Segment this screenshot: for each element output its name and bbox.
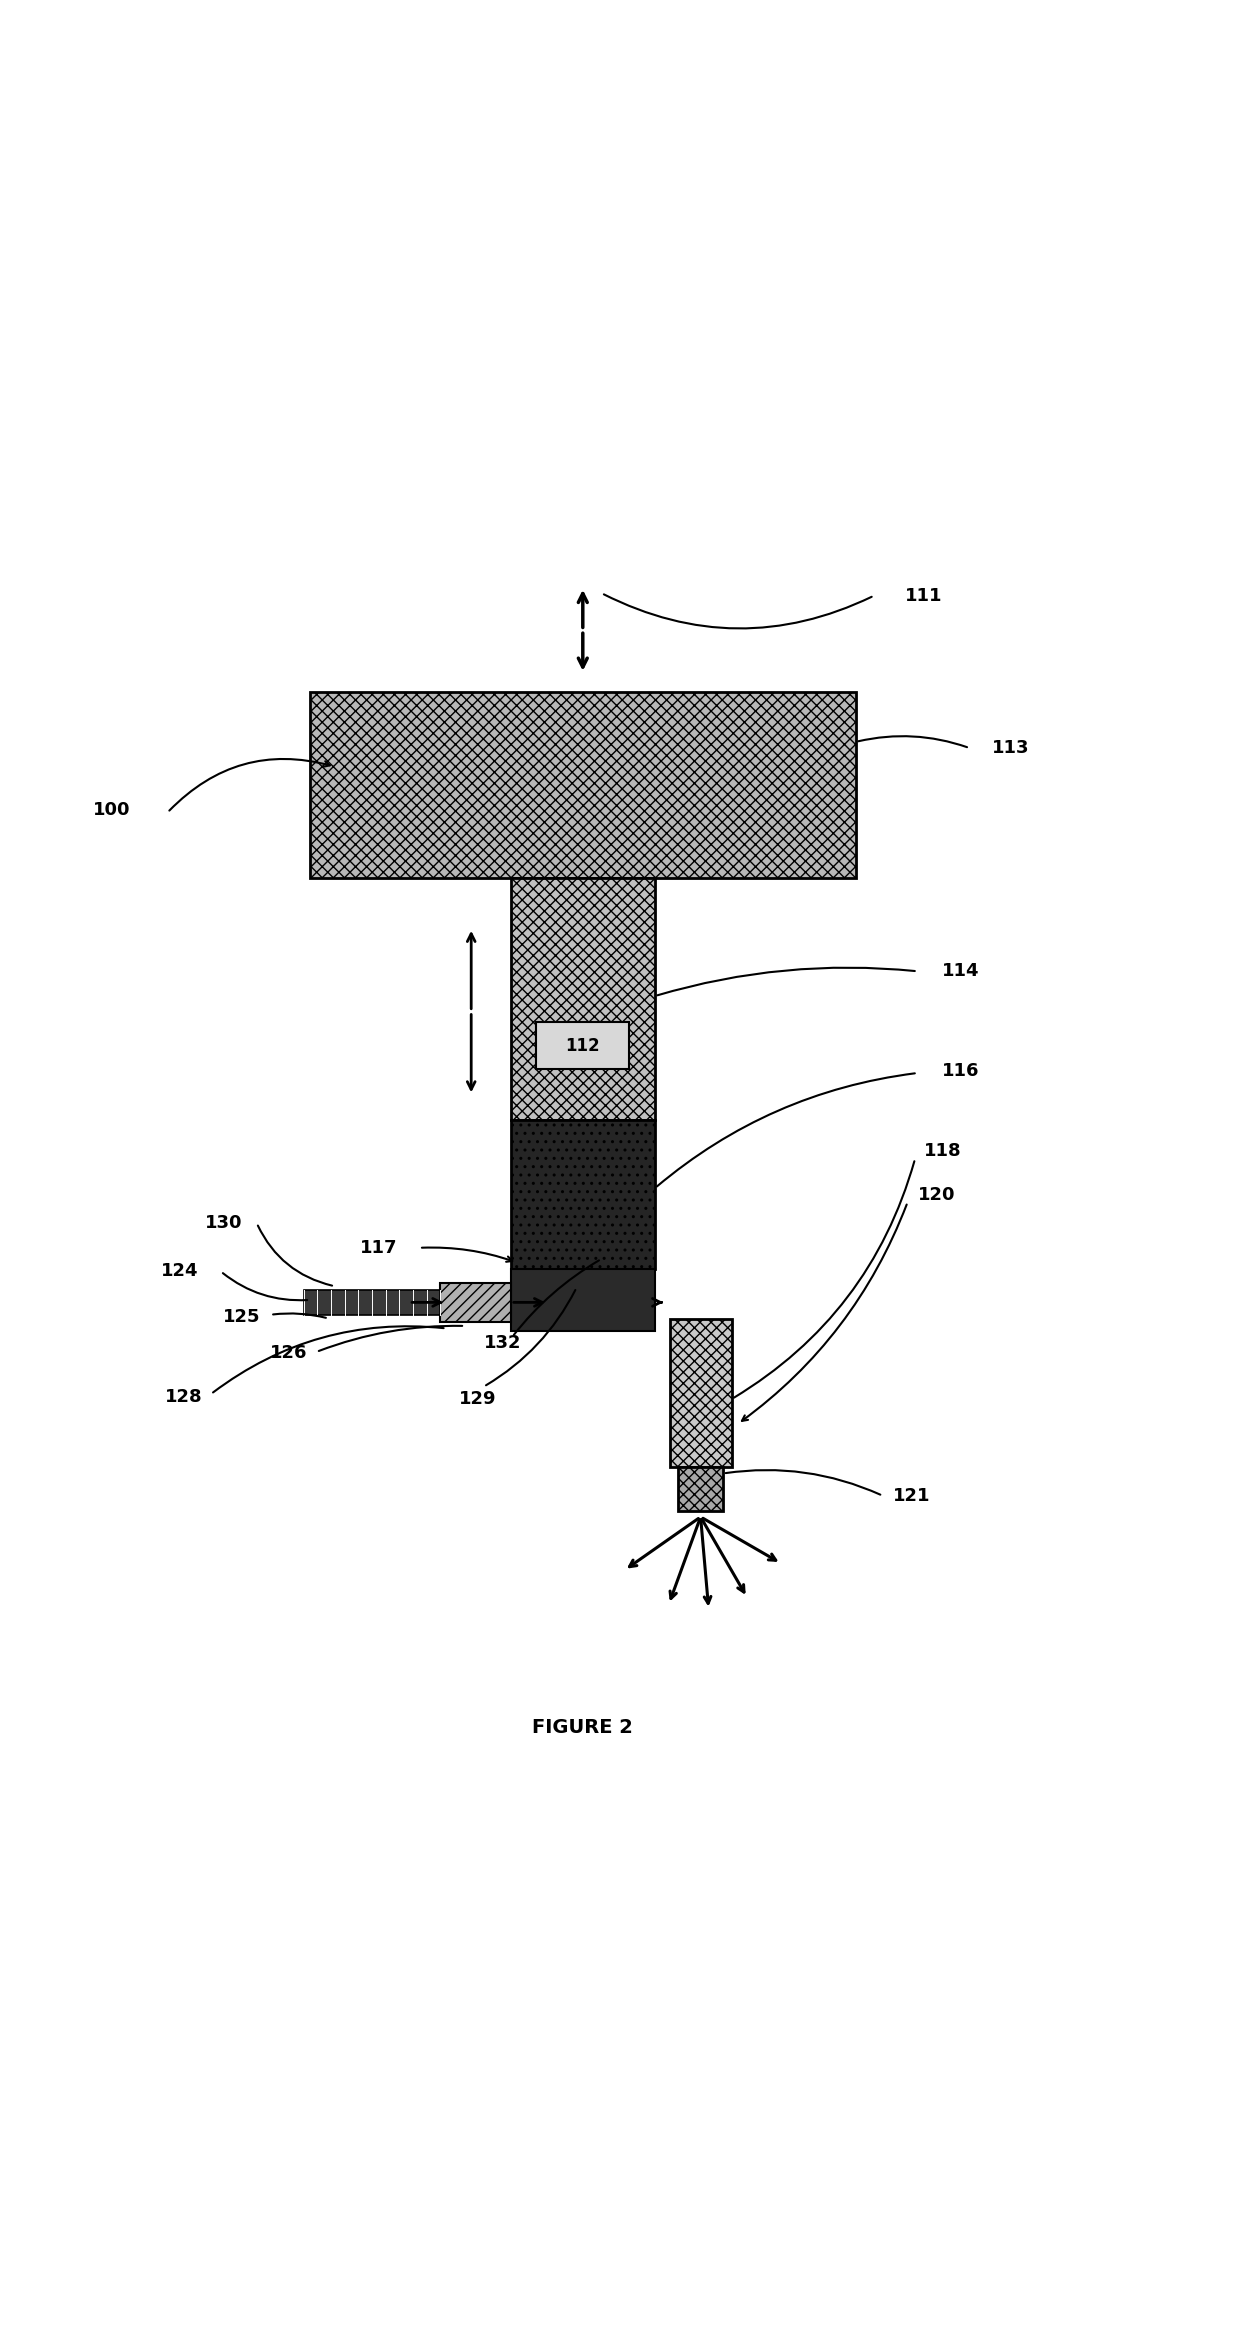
Text: 121: 121 (893, 1487, 930, 1506)
Polygon shape (670, 1319, 732, 1468)
Text: 128: 128 (165, 1387, 202, 1406)
Text: 120: 120 (918, 1184, 955, 1203)
Text: 129: 129 (459, 1389, 496, 1408)
Text: 126: 126 (270, 1345, 308, 1361)
Polygon shape (440, 1282, 511, 1322)
Text: 118: 118 (924, 1143, 961, 1161)
Text: 117: 117 (360, 1238, 397, 1257)
Text: 132: 132 (484, 1333, 521, 1352)
Text: 111: 111 (905, 586, 942, 605)
Text: 125: 125 (223, 1308, 260, 1326)
Text: 100: 100 (93, 800, 130, 819)
Text: 114: 114 (942, 963, 980, 980)
Text: 130: 130 (205, 1215, 242, 1231)
Text: 112: 112 (565, 1038, 600, 1054)
Polygon shape (304, 1289, 440, 1315)
Text: 116: 116 (942, 1061, 980, 1080)
Polygon shape (511, 1119, 655, 1268)
Text: 113: 113 (992, 740, 1029, 756)
Polygon shape (678, 1468, 723, 1510)
Polygon shape (536, 1022, 629, 1070)
Text: 124: 124 (161, 1261, 198, 1280)
Polygon shape (511, 1268, 655, 1331)
Polygon shape (310, 693, 856, 877)
Text: FIGURE 2: FIGURE 2 (532, 1717, 634, 1738)
Polygon shape (511, 877, 655, 1119)
